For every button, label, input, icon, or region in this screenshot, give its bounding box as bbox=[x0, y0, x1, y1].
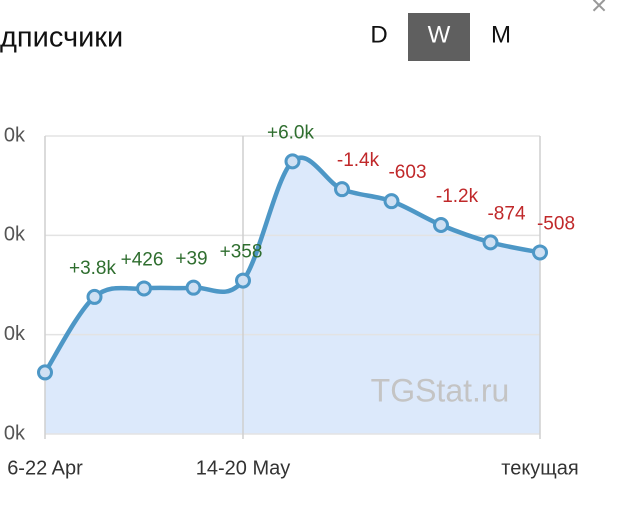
selected-button-bg[interactable] bbox=[408, 13, 470, 61]
point bbox=[433, 217, 449, 234]
title: дписчики bbox=[0, 22, 123, 54]
point bbox=[136, 280, 152, 297]
watermark: TGStat.ru bbox=[371, 372, 510, 408]
point bbox=[37, 364, 53, 381]
x-tick-label: 6-22 Apr bbox=[7, 457, 83, 479]
close-button[interactable]: × bbox=[591, 0, 607, 20]
point bbox=[284, 153, 301, 170]
period-button[interactable]: M bbox=[491, 21, 511, 48]
change-label: -603 bbox=[388, 162, 426, 183]
change-label: +39 bbox=[175, 249, 207, 270]
point bbox=[532, 244, 548, 261]
change-label: +358 bbox=[220, 242, 263, 263]
change-label: -1.4k bbox=[337, 150, 380, 171]
x-tick-label: текущая bbox=[501, 457, 578, 479]
point bbox=[86, 288, 103, 305]
period-button[interactable]: W bbox=[428, 21, 451, 48]
change-label: +6.0k bbox=[267, 122, 315, 143]
point bbox=[383, 193, 400, 210]
area bbox=[45, 157, 540, 434]
change-label: -1.2k bbox=[436, 186, 479, 207]
point bbox=[482, 234, 499, 251]
change-label: -508 bbox=[537, 213, 575, 234]
period-button[interactable]: D bbox=[370, 21, 387, 48]
x-tick-label: 14-20 May bbox=[196, 457, 291, 479]
point bbox=[334, 181, 350, 198]
y-tick-label: 0k bbox=[4, 323, 26, 345]
change-label: -874 bbox=[487, 203, 525, 224]
y-tick-label: 0k bbox=[4, 422, 26, 444]
change-label: +3.8k bbox=[69, 258, 117, 279]
change-label: +426 bbox=[121, 249, 164, 270]
point bbox=[185, 279, 202, 296]
y-tick-label: 0k bbox=[4, 124, 26, 146]
y-tick-label: 0k bbox=[4, 224, 26, 246]
point bbox=[235, 272, 251, 289]
